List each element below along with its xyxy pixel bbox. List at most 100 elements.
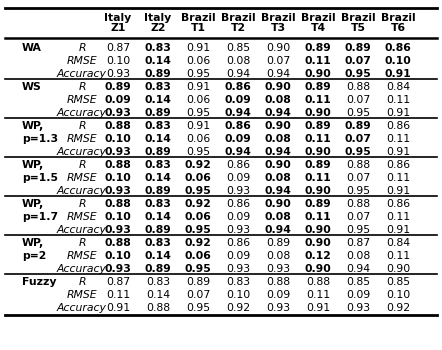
Text: WS: WS xyxy=(22,82,42,92)
Text: 0.86: 0.86 xyxy=(226,199,250,209)
Text: 0.83: 0.83 xyxy=(145,199,171,209)
Text: 0.06: 0.06 xyxy=(186,95,210,105)
Text: 0.11: 0.11 xyxy=(386,95,410,105)
Text: 0.94: 0.94 xyxy=(265,225,291,235)
Text: 0.89: 0.89 xyxy=(145,69,171,79)
Text: Z2: Z2 xyxy=(150,23,166,33)
Text: 0.83: 0.83 xyxy=(145,121,171,131)
Text: 0.91: 0.91 xyxy=(186,43,210,53)
Text: 0.95: 0.95 xyxy=(186,147,210,157)
Text: 0.88: 0.88 xyxy=(105,160,131,170)
Text: 0.93: 0.93 xyxy=(346,303,370,313)
Text: 0.89: 0.89 xyxy=(105,82,131,92)
Text: Accuracy: Accuracy xyxy=(57,186,107,196)
Text: 0.83: 0.83 xyxy=(145,43,171,53)
Text: 0.85: 0.85 xyxy=(386,277,410,287)
Text: Fuzzy: Fuzzy xyxy=(22,277,57,287)
Text: RMSE: RMSE xyxy=(67,290,97,300)
Text: 0.06: 0.06 xyxy=(185,251,211,261)
Text: 0.10: 0.10 xyxy=(226,290,250,300)
Text: 0.95: 0.95 xyxy=(186,69,210,79)
Text: T5: T5 xyxy=(351,23,366,33)
Text: p=1.5: p=1.5 xyxy=(22,173,58,183)
Text: 0.10: 0.10 xyxy=(105,173,131,183)
Text: 0.93: 0.93 xyxy=(226,264,250,274)
Text: 0.95: 0.95 xyxy=(185,264,211,274)
Text: RMSE: RMSE xyxy=(67,95,97,105)
Text: 0.95: 0.95 xyxy=(345,69,371,79)
Text: 0.90: 0.90 xyxy=(265,160,291,170)
Text: 0.91: 0.91 xyxy=(385,69,412,79)
Text: RMSE: RMSE xyxy=(67,212,97,222)
Text: 0.94: 0.94 xyxy=(226,69,250,79)
Text: WP,: WP, xyxy=(22,199,44,209)
Text: Accuracy: Accuracy xyxy=(57,303,107,313)
Text: R: R xyxy=(78,160,86,170)
Text: RMSE: RMSE xyxy=(67,56,97,66)
Text: Italy: Italy xyxy=(145,13,171,23)
Text: 0.93: 0.93 xyxy=(226,225,250,235)
Text: 0.92: 0.92 xyxy=(185,238,211,248)
Text: 0.89: 0.89 xyxy=(266,238,290,248)
Text: 0.08: 0.08 xyxy=(265,173,291,183)
Text: R: R xyxy=(78,43,86,53)
Text: Brazil: Brazil xyxy=(261,13,295,23)
Text: 0.09: 0.09 xyxy=(226,173,250,183)
Text: 0.94: 0.94 xyxy=(225,108,251,118)
Text: 0.95: 0.95 xyxy=(346,186,370,196)
Text: 0.88: 0.88 xyxy=(346,82,370,92)
Text: 0.10: 0.10 xyxy=(105,251,131,261)
Text: 0.93: 0.93 xyxy=(105,108,131,118)
Text: p=2: p=2 xyxy=(22,251,46,261)
Text: 0.88: 0.88 xyxy=(346,199,370,209)
Text: Accuracy: Accuracy xyxy=(57,147,107,157)
Text: 0.90: 0.90 xyxy=(305,147,332,157)
Text: 0.11: 0.11 xyxy=(305,173,332,183)
Text: 0.07: 0.07 xyxy=(346,173,370,183)
Text: 0.09: 0.09 xyxy=(225,95,251,105)
Text: 0.95: 0.95 xyxy=(345,147,371,157)
Text: 0.84: 0.84 xyxy=(386,238,410,248)
Text: 0.11: 0.11 xyxy=(386,173,410,183)
Text: 0.87: 0.87 xyxy=(106,43,130,53)
Text: 0.91: 0.91 xyxy=(386,225,410,235)
Text: 0.14: 0.14 xyxy=(145,95,171,105)
Text: 0.91: 0.91 xyxy=(386,186,410,196)
Text: 0.07: 0.07 xyxy=(346,95,370,105)
Text: 0.94: 0.94 xyxy=(225,147,251,157)
Text: WP,: WP, xyxy=(22,160,44,170)
Text: 0.08: 0.08 xyxy=(265,212,291,222)
Text: 0.10: 0.10 xyxy=(105,134,131,144)
Text: 0.86: 0.86 xyxy=(386,160,410,170)
Text: 0.08: 0.08 xyxy=(266,251,290,261)
Text: 0.90: 0.90 xyxy=(266,43,290,53)
Text: 0.86: 0.86 xyxy=(386,121,410,131)
Text: 0.09: 0.09 xyxy=(226,212,250,222)
Text: 0.83: 0.83 xyxy=(146,277,170,287)
Text: 0.83: 0.83 xyxy=(145,160,171,170)
Text: 0.11: 0.11 xyxy=(305,212,332,222)
Text: 0.88: 0.88 xyxy=(346,160,370,170)
Text: 0.10: 0.10 xyxy=(386,290,410,300)
Text: 0.92: 0.92 xyxy=(185,199,211,209)
Text: 0.10: 0.10 xyxy=(385,56,412,66)
Text: 0.10: 0.10 xyxy=(105,212,131,222)
Text: 0.89: 0.89 xyxy=(345,121,371,131)
Text: Brazil: Brazil xyxy=(341,13,375,23)
Text: 0.14: 0.14 xyxy=(145,134,171,144)
Text: 0.94: 0.94 xyxy=(346,264,370,274)
Text: 0.08: 0.08 xyxy=(265,134,291,144)
Text: WA: WA xyxy=(22,43,42,53)
Text: 0.88: 0.88 xyxy=(105,238,131,248)
Text: 0.90: 0.90 xyxy=(305,225,332,235)
Text: Brazil: Brazil xyxy=(221,13,255,23)
Text: 0.93: 0.93 xyxy=(105,186,131,196)
Text: 0.88: 0.88 xyxy=(105,199,131,209)
Text: 0.89: 0.89 xyxy=(145,147,171,157)
Text: 0.89: 0.89 xyxy=(305,160,332,170)
Text: 0.92: 0.92 xyxy=(386,303,410,313)
Text: 0.07: 0.07 xyxy=(345,134,371,144)
Text: 0.14: 0.14 xyxy=(145,56,171,66)
Text: p=1.3: p=1.3 xyxy=(22,134,58,144)
Text: RMSE: RMSE xyxy=(67,173,97,183)
